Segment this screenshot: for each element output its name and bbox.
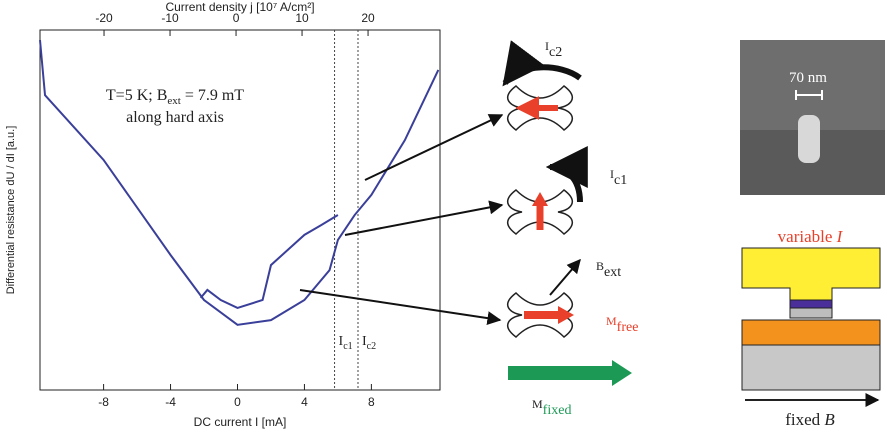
critical-current-main: I bbox=[362, 334, 367, 349]
layer-stack bbox=[741, 247, 881, 407]
curve bbox=[199, 214, 339, 309]
plot: -8 -4 0 4 8 -20 -10 0 10 20 DC current I [mA] Curre… bbox=[5, 0, 441, 429]
scale-label: 70 nm bbox=[789, 70, 827, 86]
x-tick-label: -8 bbox=[98, 395, 109, 409]
connectors bbox=[299, 114, 504, 326]
ic1-main: I bbox=[610, 167, 614, 181]
mfixed-main: M bbox=[532, 397, 543, 411]
bext-label: Bext bbox=[596, 259, 621, 280]
fixed-symbol: B bbox=[824, 410, 835, 429]
mfixed-label: Mfixed bbox=[532, 397, 571, 418]
x-tick-label: 4 bbox=[301, 395, 308, 409]
variable-label: variable I bbox=[778, 227, 844, 246]
bext-sub: ext bbox=[604, 265, 621, 280]
ic1-sub: c1 bbox=[614, 173, 627, 188]
variable-symbol: I bbox=[836, 227, 844, 246]
critical-current-label: Ic2 bbox=[362, 334, 376, 352]
annotation: along hard axis bbox=[126, 109, 224, 126]
fixed-text: fixed bbox=[785, 410, 824, 429]
fixed-label: fixed B bbox=[785, 410, 835, 429]
clover-bottom bbox=[506, 258, 581, 338]
clover-top bbox=[502, 40, 582, 131]
critical-current-sub: c1 bbox=[343, 341, 352, 352]
annotation-part: = 7.9 mT bbox=[181, 87, 244, 104]
mfree-sub: free bbox=[617, 320, 639, 335]
fixed-arrow bbox=[508, 366, 614, 380]
plot-frame bbox=[39, 29, 441, 391]
x2-tick-label: 20 bbox=[361, 11, 375, 25]
x2-tick-label: 10 bbox=[295, 11, 309, 25]
ic2-label: Ic2 bbox=[545, 39, 562, 60]
x2-tick-label: -20 bbox=[95, 11, 113, 25]
x-tick-label: 8 bbox=[368, 395, 375, 409]
x-tick-label: 0 bbox=[234, 395, 241, 409]
critical-current-label: Ic1 bbox=[339, 334, 353, 352]
x-tick-label: -4 bbox=[165, 395, 176, 409]
ic2-sub: c2 bbox=[549, 45, 562, 60]
annotation: T=5 K; Bext = 7.9 mT bbox=[106, 87, 244, 107]
annotation-sub: ext bbox=[167, 95, 180, 107]
variable-text: variable bbox=[778, 227, 837, 246]
y-axis-label: Differential resistance dU / dI [a.u.] bbox=[5, 126, 17, 295]
sem-image: 70 nm bbox=[740, 40, 885, 195]
clover-middle bbox=[506, 146, 588, 235]
critical-current-main: I bbox=[339, 334, 344, 349]
ic1-label: Ic1 bbox=[610, 167, 627, 188]
bext-main: B bbox=[596, 259, 604, 273]
annotation-part: T=5 K; B bbox=[106, 87, 167, 104]
x-axis-label: DC current I [mA] bbox=[194, 415, 287, 429]
critical-current-sub: c2 bbox=[367, 341, 376, 352]
mfree-main: M bbox=[606, 314, 617, 328]
x2-tick-label: 0 bbox=[233, 11, 240, 25]
mfree-label: Mfree bbox=[606, 314, 638, 335]
ic2-main: I bbox=[545, 39, 549, 53]
mfixed-sub: fixed bbox=[543, 403, 572, 418]
x2-tick-label: -10 bbox=[161, 11, 179, 25]
fixed-arrow-head bbox=[612, 360, 632, 386]
curve bbox=[39, 39, 440, 326]
x2-axis-label: Current density j [10⁷ A/cm²] bbox=[165, 0, 314, 14]
